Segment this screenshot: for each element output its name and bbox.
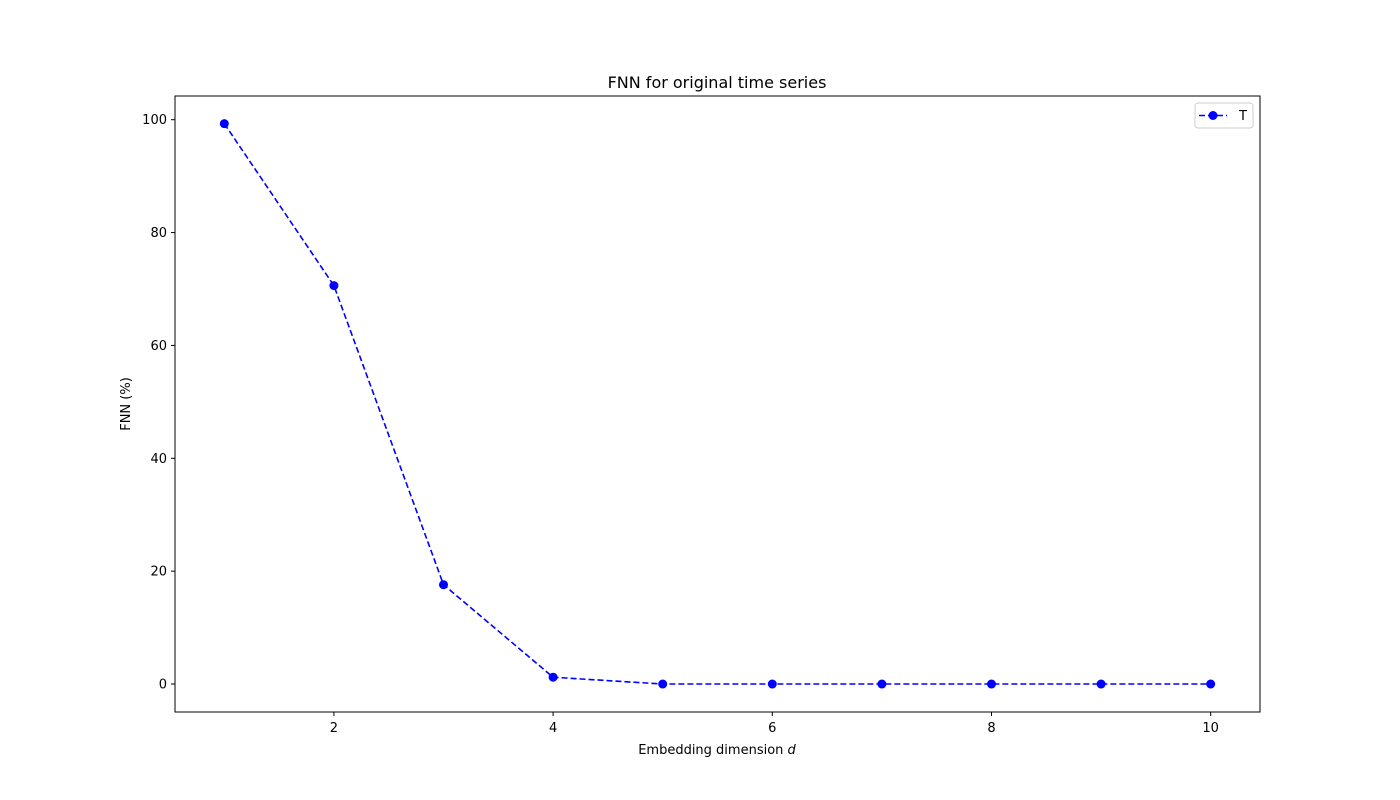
legend: T xyxy=(1194,102,1254,129)
data-point xyxy=(877,679,887,689)
y-tick-label: 20 xyxy=(150,565,167,580)
y-axis-ticks: 0 20 40 60 80 100 xyxy=(142,113,175,693)
x-axis-title: Embedding dimension d xyxy=(638,743,796,758)
x-axis-variable: d xyxy=(788,743,797,758)
axes-frame xyxy=(174,95,1261,713)
x-tick-label: 10 xyxy=(1202,721,1219,736)
x-tick-label: 8 xyxy=(987,721,995,736)
y-axis-title: FNN (%) xyxy=(119,377,134,431)
plot-area xyxy=(174,95,1261,713)
data-point xyxy=(329,281,339,291)
series-line xyxy=(223,123,1211,685)
y-tick-label: 80 xyxy=(150,226,167,241)
legend-label: T xyxy=(1238,109,1247,124)
x-tick-label: 4 xyxy=(549,721,557,736)
data-point xyxy=(1096,679,1106,689)
legend-box xyxy=(1194,102,1254,129)
x-tick-label: 6 xyxy=(768,721,776,736)
data-point xyxy=(439,580,449,590)
legend-marker xyxy=(1208,111,1218,120)
y-tick-label: 100 xyxy=(142,113,167,128)
x-axis-ticks: 2 4 6 8 10 xyxy=(330,712,1219,736)
y-tick-label: 0 xyxy=(159,678,167,693)
data-point xyxy=(658,679,668,689)
chart-title: FNN for original time series xyxy=(608,73,827,92)
y-tick-label: 60 xyxy=(150,339,167,354)
data-point xyxy=(986,679,996,689)
x-axis-title-text: Embedding dimension xyxy=(638,743,783,758)
data-point xyxy=(548,672,558,682)
y-tick-label: 40 xyxy=(150,452,167,467)
data-point xyxy=(1206,679,1216,689)
x-tick-label: 2 xyxy=(330,721,338,736)
data-point xyxy=(219,119,229,129)
series-layer xyxy=(219,119,1216,689)
data-point xyxy=(767,679,777,689)
